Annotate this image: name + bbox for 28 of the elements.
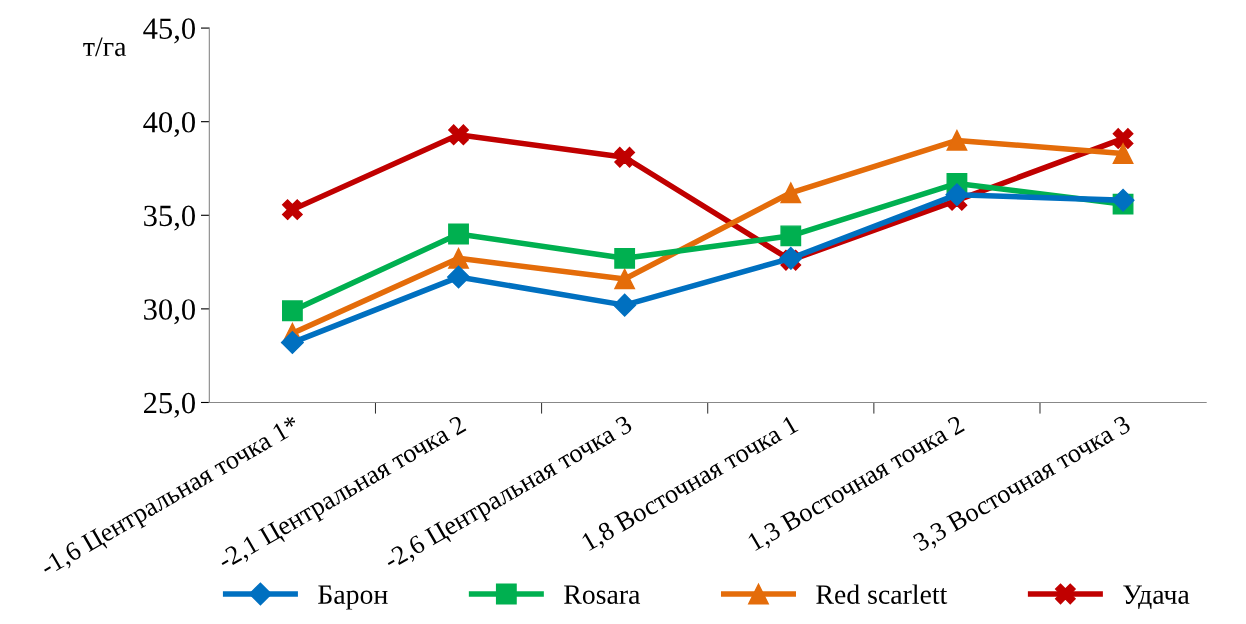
- legend-label: Red scarlett: [816, 584, 948, 604]
- y-tick-label: 30,0: [144, 299, 195, 325]
- point: [614, 268, 636, 290]
- point: [280, 331, 304, 355]
- point: [614, 247, 636, 269]
- point: [614, 146, 636, 168]
- point: [447, 265, 471, 289]
- y-tick-label: 25,0: [144, 392, 195, 418]
- point: [448, 223, 469, 245]
- point: [1111, 188, 1135, 212]
- point: [613, 293, 637, 317]
- y-tick-label: 40,0: [143, 111, 195, 137]
- legend-label: Rosara: [564, 585, 641, 604]
- point: [780, 182, 802, 204]
- y-tick-label: 35,0: [144, 205, 195, 231]
- point: [1112, 128, 1134, 149]
- point: [281, 199, 303, 221]
- legend-label: Удача: [1123, 585, 1190, 610]
- legend-label: Барон: [318, 585, 388, 610]
- point: [281, 300, 303, 322]
- y-axis-title: т/га: [83, 37, 127, 57]
- y-tick-label: 45,0: [143, 18, 195, 44]
- point: [946, 129, 968, 151]
- point: [448, 124, 469, 146]
- point: [945, 183, 969, 207]
- point: [780, 225, 802, 247]
- point: [448, 247, 469, 269]
- point: [1112, 143, 1134, 164]
